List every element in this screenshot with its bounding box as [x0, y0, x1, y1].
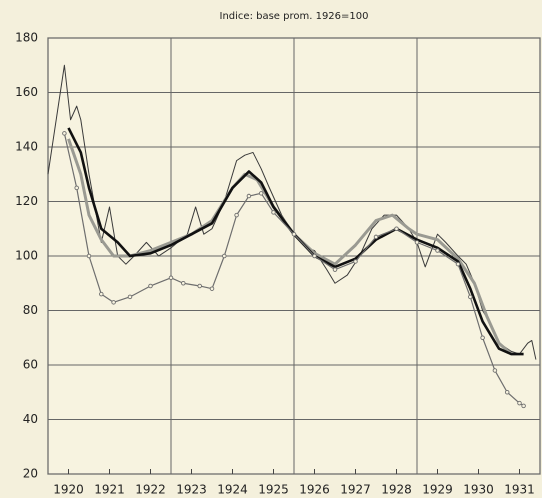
- point: [111, 300, 116, 305]
- point: [312, 253, 317, 259]
- point: [86, 253, 92, 259]
- point: [127, 294, 133, 300]
- point: [234, 212, 239, 218]
- y-tick-label: 80: [23, 303, 38, 317]
- point: [148, 283, 153, 289]
- x-tick-label: 1926: [299, 483, 330, 497]
- series-line: [67, 127, 524, 356]
- y-tick-label: 100: [15, 249, 38, 263]
- x-tick-label: 1930: [463, 483, 494, 497]
- y-tick-label: 140: [15, 140, 38, 154]
- point: [291, 231, 297, 237]
- x-tick-label: 1931: [504, 483, 535, 497]
- y-tick-label: 180: [15, 31, 38, 45]
- point: [222, 253, 227, 259]
- x-tick-label: 1927: [340, 483, 371, 497]
- point: [455, 261, 461, 267]
- point: [504, 390, 510, 395]
- y-tick-label: 20: [23, 467, 38, 481]
- y-tick-label: 160: [15, 85, 38, 99]
- point: [492, 368, 498, 373]
- y-tick-label: 120: [15, 194, 38, 208]
- point: [468, 294, 473, 300]
- point: [181, 281, 186, 286]
- y-tick-label: 60: [23, 358, 38, 372]
- point: [517, 400, 522, 406]
- point: [74, 185, 79, 191]
- x-tick-label: 1925: [258, 483, 289, 497]
- point: [99, 291, 104, 297]
- point: [435, 248, 440, 253]
- x-tick-label: 1923: [176, 483, 207, 497]
- point: [258, 191, 264, 196]
- point: [414, 240, 420, 245]
- point: [521, 403, 526, 409]
- point: [373, 234, 379, 240]
- point: [246, 193, 252, 199]
- x-tick-label: 1922: [135, 483, 166, 497]
- point: [332, 267, 338, 272]
- point: [271, 210, 276, 215]
- point: [197, 283, 202, 289]
- x-tick-label: 1929: [422, 483, 453, 497]
- point: [168, 275, 174, 281]
- point: [480, 335, 485, 341]
- point: [62, 131, 67, 136]
- point: [209, 286, 215, 291]
- x-tick-label: 1928: [381, 483, 412, 497]
- x-tick-label: 1924: [217, 483, 248, 497]
- chart-title: Indice: base prom. 1926=100: [220, 11, 369, 22]
- x-tick-label: 1921: [94, 483, 125, 497]
- point: [353, 259, 358, 264]
- y-tick-label: 40: [23, 412, 38, 426]
- point: [394, 226, 399, 231]
- x-tick-label: 1920: [53, 483, 84, 497]
